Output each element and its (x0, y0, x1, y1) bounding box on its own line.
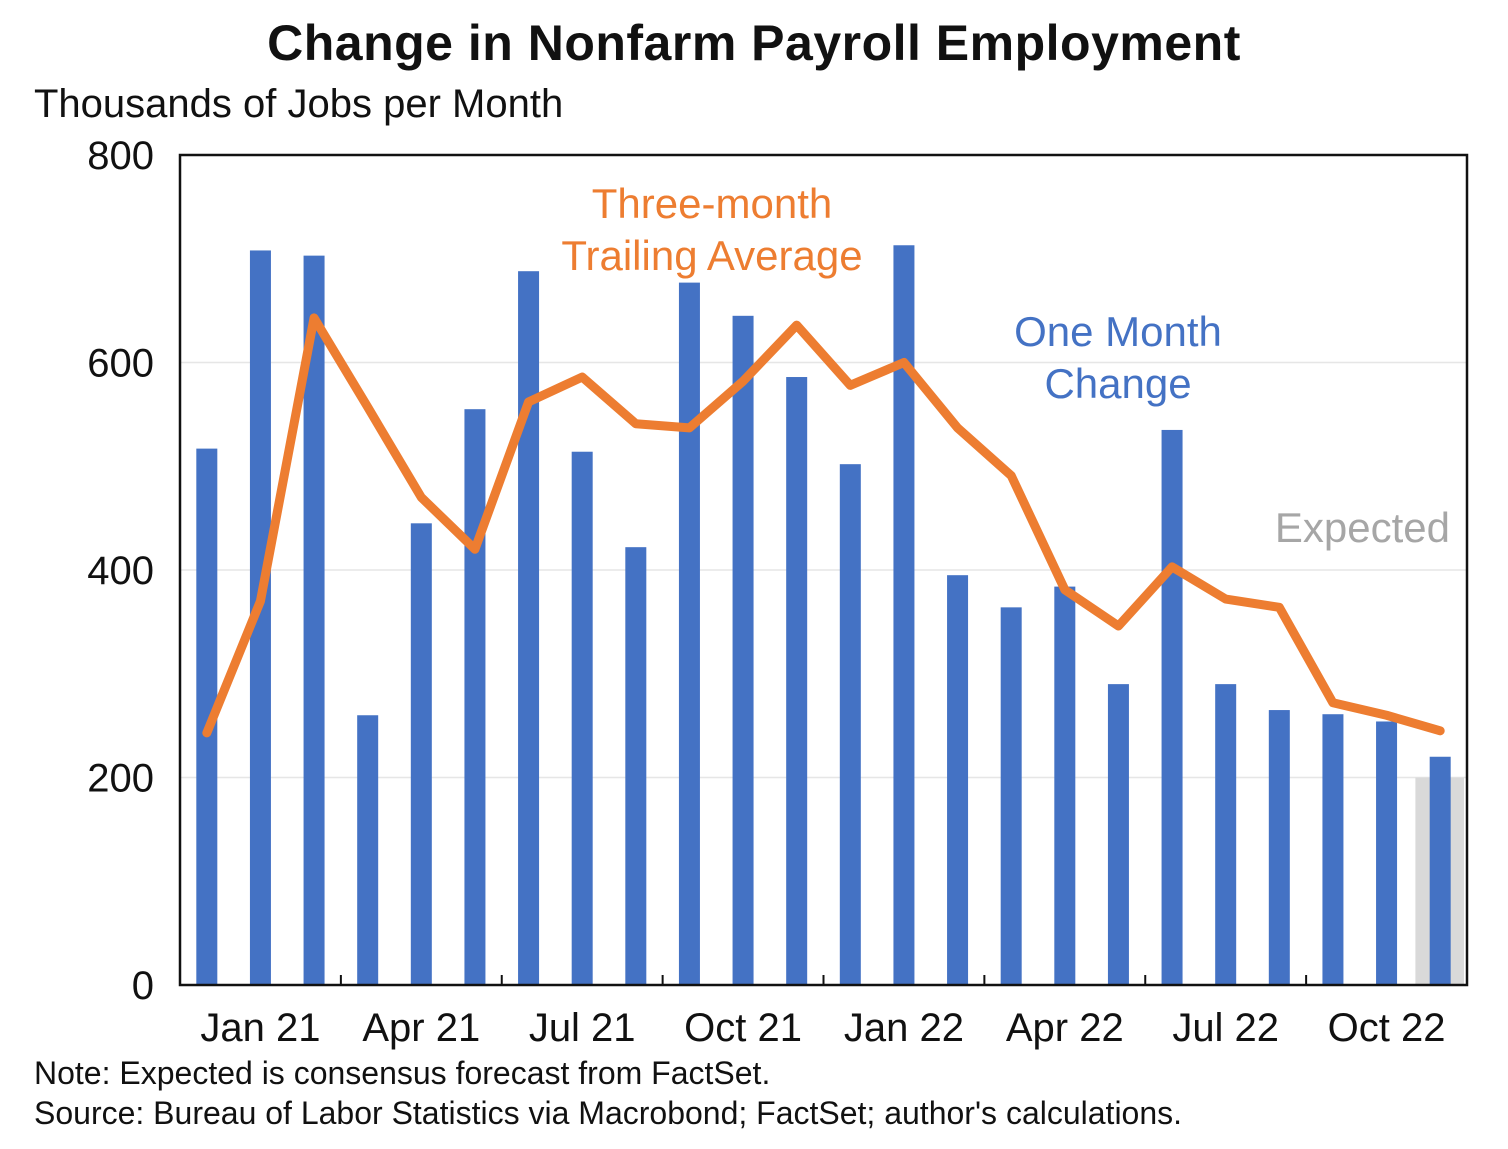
bar-oct-21 (678, 282, 700, 985)
chart-source: Source: Bureau of Labor Statistics via M… (34, 1095, 1183, 1131)
bar-oct-22 (1322, 714, 1344, 985)
x-tick-label: Apr 22 (1006, 1006, 1124, 1050)
x-tick-label: Oct 22 (1328, 1006, 1446, 1050)
bar-jan-21 (196, 448, 218, 985)
bar-sep-21 (625, 547, 647, 985)
y-tick-label: 0 (132, 964, 154, 1008)
line-series-label: Trailing Average (561, 232, 862, 279)
y-tick-label: 200 (87, 757, 154, 801)
x-tick-label: Apr 21 (362, 1006, 480, 1050)
bar-mar-22 (947, 575, 969, 985)
bar-may-21 (410, 523, 432, 985)
bar-apr-22 (1000, 607, 1022, 985)
bar-aug-22 (1215, 684, 1237, 985)
bar-series-label: Change (1044, 360, 1191, 407)
bar-sep-22 (1268, 710, 1290, 985)
bar-jul-22 (1161, 429, 1183, 985)
bar-nov-22 (1376, 721, 1398, 985)
bar-jan-22 (839, 464, 861, 985)
bar-nov-21 (732, 315, 754, 985)
bar-may-22 (1054, 586, 1076, 985)
chart-subtitle: Thousands of Jobs per Month (34, 82, 564, 126)
expected-label: Expected (1275, 504, 1450, 551)
y-tick-label: 400 (87, 549, 154, 593)
bar-jun-22 (1107, 684, 1129, 985)
line-series-label: Three-month (592, 180, 832, 227)
bar-jun-21 (464, 409, 486, 985)
x-tick-label: Jan 22 (844, 1006, 964, 1050)
x-tick-label: Jul 22 (1172, 1006, 1279, 1050)
x-tick-label: Jul 21 (529, 1006, 636, 1050)
bar-apr-21 (357, 715, 379, 985)
bar-jul-21 (518, 271, 540, 985)
bar-feb-21 (249, 250, 271, 985)
bar-series-label: One Month (1014, 308, 1222, 355)
y-tick-label: 800 (87, 134, 154, 178)
chart-note: Note: Expected is consensus forecast fro… (34, 1055, 771, 1091)
x-tick-label: Oct 21 (684, 1006, 802, 1050)
trailing-average-line (202, 313, 1445, 738)
bar-mar-21 (303, 255, 325, 985)
x-tick-label: Jan 21 (200, 1006, 320, 1050)
bar-dec-21 (786, 377, 808, 985)
chart-title: Change in Nonfarm Payroll Employment (267, 15, 1241, 71)
bar-feb-22 (893, 245, 915, 985)
bar-aug-21 (571, 451, 593, 986)
y-tick-label: 600 (87, 342, 154, 386)
bar-dec-22 (1429, 756, 1451, 985)
